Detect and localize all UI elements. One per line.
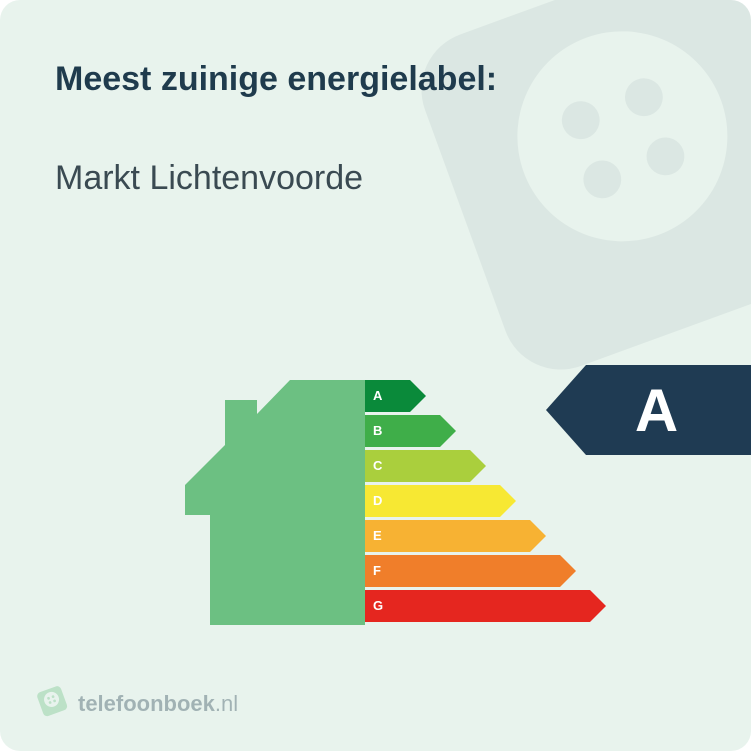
bar-body xyxy=(365,520,530,552)
house-icon xyxy=(185,380,365,625)
bar-label: B xyxy=(373,415,382,447)
bar-label: A xyxy=(373,380,382,412)
energy-bar-f: F xyxy=(365,555,606,587)
energy-label-card: Meest zuinige energielabel: Markt Lichte… xyxy=(0,0,751,751)
footer-brand: telefoonboek.nl xyxy=(78,691,238,717)
footer-brand-thin: .nl xyxy=(215,691,238,716)
rating-arrow xyxy=(546,365,586,455)
energy-bar-g: G xyxy=(365,590,606,622)
footer-logo-icon xyxy=(33,682,73,725)
bar-arrow xyxy=(440,415,456,447)
bar-label: F xyxy=(373,555,381,587)
rating-letter: A xyxy=(635,376,678,445)
card-subtitle: Markt Lichtenvoorde xyxy=(55,159,696,198)
bar-arrow xyxy=(560,555,576,587)
bar-arrow xyxy=(590,590,606,622)
footer: telefoonboek.nl xyxy=(38,686,238,721)
energy-bar-e: E xyxy=(365,520,606,552)
card-title: Meest zuinige energielabel: xyxy=(55,60,696,99)
bar-arrow xyxy=(470,450,486,482)
bar-body xyxy=(365,485,500,517)
bar-body xyxy=(365,380,410,412)
bar-label: C xyxy=(373,450,382,482)
footer-brand-bold: telefoonboek xyxy=(78,691,215,716)
bar-label: E xyxy=(373,520,382,552)
bar-body xyxy=(365,590,590,622)
energy-bar-d: D xyxy=(365,485,606,517)
bar-arrow xyxy=(410,380,426,412)
bar-arrow xyxy=(530,520,546,552)
bar-arrow xyxy=(500,485,516,517)
bar-label: D xyxy=(373,485,382,517)
bar-label: G xyxy=(373,590,383,622)
rating-body: A xyxy=(586,365,751,455)
rating-badge: A xyxy=(546,365,751,455)
bar-body xyxy=(365,555,560,587)
